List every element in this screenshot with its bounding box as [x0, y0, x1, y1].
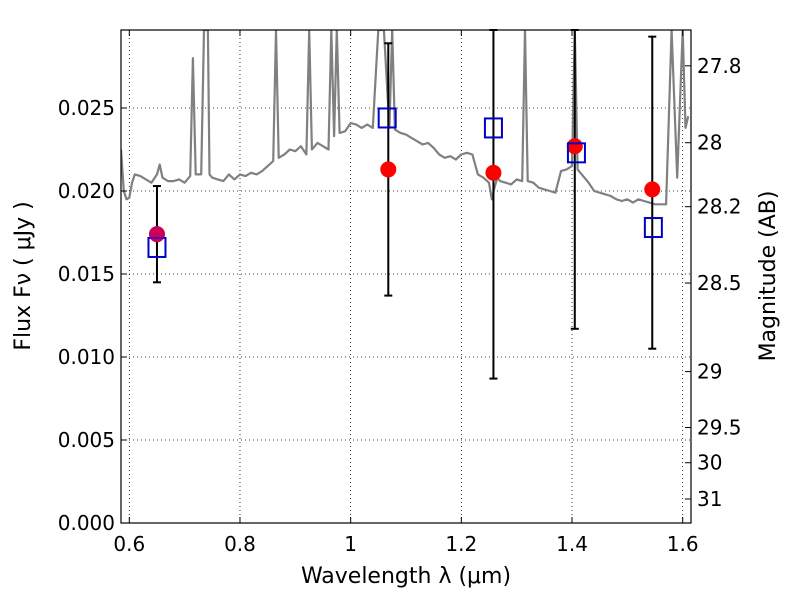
x-tick-label: 1.4	[556, 532, 588, 556]
y2-tick-label: 30	[697, 451, 722, 475]
x-tick-label: 1.2	[445, 532, 477, 556]
errorbar-layer	[152, 29, 657, 380]
x-tick-label: 0.6	[113, 532, 145, 556]
y-tick-label: 0.015	[58, 262, 115, 286]
x-axis-label: Wavelength λ (μm)	[301, 564, 511, 589]
grid-lines	[121, 30, 691, 524]
model-photometry-square	[483, 117, 503, 139]
y2-axis-label: Magnitude (AB)	[756, 191, 781, 362]
plot-frame	[120, 29, 692, 524]
observed-flux-point	[485, 164, 502, 181]
model-spectrum-line	[121, 30, 690, 206]
y2-tick-label: 28	[697, 131, 722, 155]
y-tick-label: 0.025	[58, 96, 115, 120]
y-axis-label: Flux Fν ( μJy )	[11, 201, 36, 350]
ticks-layer: 0.6 0.8 1 1.2 1.4 1.6 0.000 0.005 0.010 0.015 0.02…	[58, 30, 742, 556]
y2-tick-label: 28.2	[697, 195, 742, 219]
y-tick-label: 0.020	[58, 179, 115, 203]
y2-tick-label: 29	[697, 360, 722, 384]
model-spectrum-layer	[121, 30, 690, 206]
y2-tick-label: 27.8	[697, 54, 742, 78]
y2-tick-label: 31	[697, 487, 722, 511]
observed-flux-point	[380, 161, 397, 178]
observed-flux-point	[644, 181, 661, 198]
model-photometry-square	[566, 142, 586, 164]
model-photometry-square	[377, 107, 397, 129]
model-photometry-square	[643, 217, 663, 239]
overlap-point-tint	[148, 226, 165, 243]
y-tick-label: 0.000	[58, 511, 115, 535]
y2-tick-label: 28.5	[697, 271, 742, 295]
observed-points-layer	[148, 138, 661, 243]
y-tick-label: 0.005	[58, 428, 115, 452]
y-tick-label: 0.010	[58, 345, 115, 369]
x-tick-label: 1	[344, 532, 357, 556]
x-tick-label: 1.6	[667, 532, 699, 556]
y2-tick-label: 29.5	[697, 415, 742, 439]
x-tick-label: 0.8	[224, 532, 256, 556]
model-squares-layer	[147, 107, 663, 258]
observed-flux-point	[566, 138, 583, 155]
